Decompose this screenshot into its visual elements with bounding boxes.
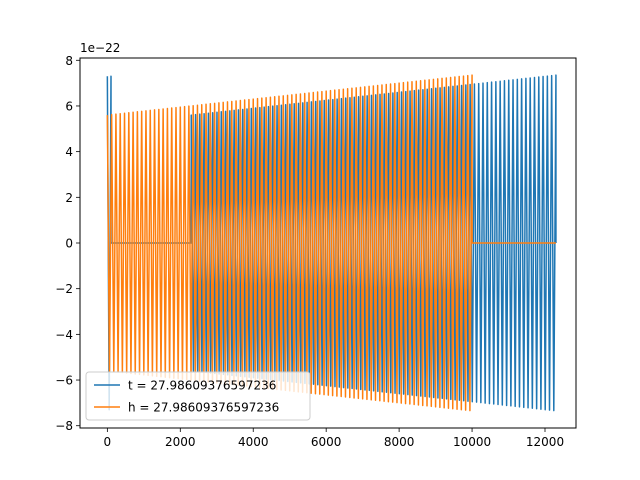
x-tick-label: 8000 [384, 435, 415, 449]
y-tick-label: 4 [65, 145, 73, 159]
x-tick-label: 4000 [238, 435, 269, 449]
x-tick-label: 2000 [165, 435, 196, 449]
y-tick-label: 0 [65, 237, 73, 251]
y-tick-label: 2 [65, 191, 73, 205]
series-layer [106, 74, 557, 412]
x-axis: 0 2000 4000 6000 8000 10000 12000 [104, 428, 564, 449]
legend-label-h: h = 27.98609376597236 [128, 401, 279, 415]
y-offset-label: 1e−22 [80, 41, 120, 55]
y-tick-label: −8 [55, 419, 73, 433]
x-tick-label: 0 [104, 435, 112, 449]
x-tick-label: 10000 [453, 435, 491, 449]
legend-label-t: t = 27.98609376597236 [128, 379, 276, 393]
y-tick-label: 6 [65, 99, 73, 113]
y-tick-label: −4 [55, 328, 73, 342]
legend-box [85, 371, 311, 421]
legend: t = 27.98609376597236 h = 27.98609376597… [85, 371, 311, 421]
y-tick-label: −6 [55, 374, 73, 388]
series-line-h [106, 74, 556, 412]
x-tick-label: 6000 [311, 435, 342, 449]
x-tick-label: 12000 [526, 435, 564, 449]
y-tick-label: 8 [65, 54, 73, 68]
y-tick-label: −2 [55, 282, 73, 296]
y-axis: −8 −6 −4 −2 0 2 4 6 8 [55, 54, 80, 433]
